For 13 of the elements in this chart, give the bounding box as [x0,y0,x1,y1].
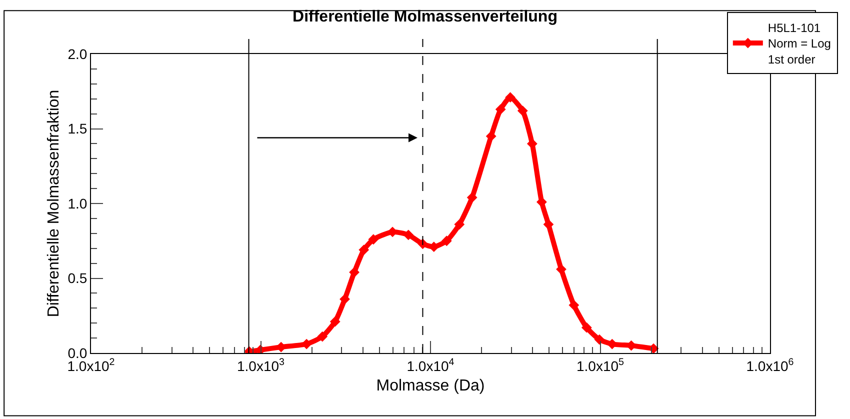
x-tick-label: 1.0x10$^{4}$ [406,356,455,374]
chart-title: Differentielle Molmassenverteilung [292,8,558,26]
x-tick-label: 1.0x10$^{3}$ [237,356,286,374]
y-tick-label: 2.0 [68,46,88,62]
legend-label: H5L1-101 Norm = Log 1st order [768,21,831,66]
x-axis-title: Molmasse (Da) [376,378,485,394]
y-tick-label: 0.0 [68,344,88,361]
y-tick-label: 0.5 [68,270,88,286]
x-tick-label: 1.0x10$^{6}$ [746,356,794,374]
y-axis-title: Differentielle Molmassenfraktion [46,90,63,318]
x-tick-label: 1.0x10$^{5}$ [576,356,625,374]
y-tick-label: 1.0 [68,195,88,212]
y-tick-label: 1.5 [68,120,88,137]
